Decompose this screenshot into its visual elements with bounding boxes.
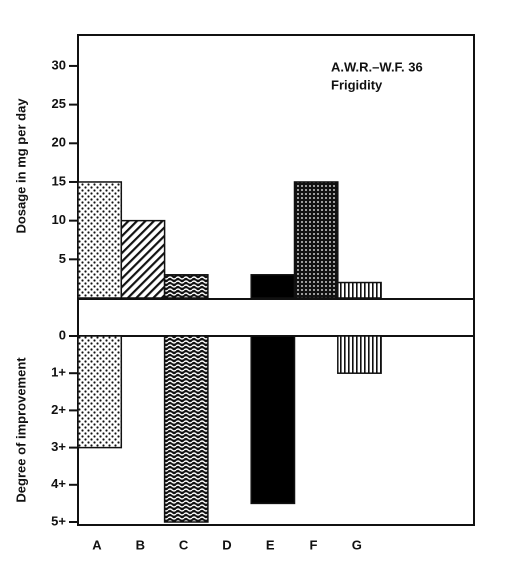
- bar: [77, 181, 123, 299]
- y-tick-label: 25: [52, 96, 66, 111]
- y-tick-label: 3+: [51, 439, 66, 454]
- bar: [120, 219, 166, 299]
- y-tick-label: 20: [52, 135, 66, 150]
- y-axis-label: Degree of improvement: [13, 357, 28, 503]
- x-tick-label: C: [179, 537, 189, 552]
- x-tick-label: F: [310, 537, 318, 552]
- y-tick-label: 30: [52, 57, 66, 72]
- x-tick-label: B: [136, 537, 145, 552]
- y-tick-label: 1+: [51, 365, 66, 380]
- bar: [293, 181, 339, 299]
- y-tick-label: 4+: [51, 476, 66, 491]
- y-tick-label: 0: [59, 327, 66, 342]
- x-tick-label: A: [92, 537, 102, 552]
- y-tick-label: 10: [52, 212, 66, 227]
- annotation: A.W.R.–W.F. 36: [331, 59, 423, 74]
- y-axis-label: Dosage in mg per day: [13, 98, 28, 234]
- y-tick-label: 2+: [51, 402, 66, 417]
- annotation: Frigidity: [331, 77, 383, 92]
- x-tick-label: D: [222, 537, 231, 552]
- bar: [337, 281, 382, 299]
- bar: [163, 335, 209, 523]
- bar: [163, 274, 209, 299]
- y-tick-label: 5: [59, 251, 66, 266]
- y-tick-label: 15: [52, 173, 66, 188]
- bar: [337, 335, 382, 374]
- x-tick-label: G: [352, 537, 362, 552]
- x-tick-label: E: [266, 537, 275, 552]
- bar: [250, 274, 296, 299]
- bar: [250, 335, 296, 505]
- bar: [77, 335, 123, 449]
- y-tick-label: 5+: [51, 513, 66, 528]
